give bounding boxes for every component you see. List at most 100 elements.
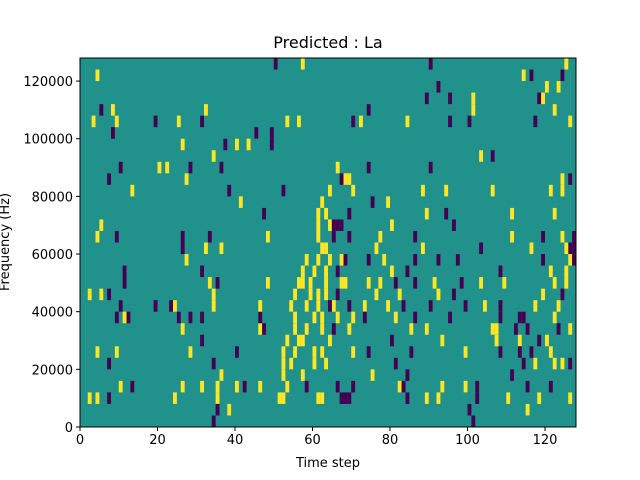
heatmap-cell — [548, 380, 553, 393]
heatmap-cell — [529, 346, 534, 358]
heatmap-cell — [424, 207, 429, 220]
heatmap-cell — [180, 230, 185, 243]
heatmap-cell — [246, 138, 251, 151]
heatmap-cell — [564, 265, 569, 278]
heatmap-cell — [204, 242, 208, 255]
heatmap-cell — [207, 277, 212, 289]
y-tick-label: 80000 — [32, 190, 73, 205]
heatmap-cell — [572, 254, 577, 266]
heatmap-cell — [560, 184, 565, 197]
heatmap-cell — [444, 207, 449, 220]
heatmap-cell — [347, 392, 352, 404]
heatmap-cell — [448, 115, 453, 128]
heatmap-cell — [374, 242, 379, 255]
heatmap-cell — [87, 392, 92, 404]
heatmap-cell — [405, 392, 410, 404]
heatmap-cell — [215, 392, 220, 404]
heatmap-cell — [188, 346, 193, 358]
heatmap-cell — [331, 300, 336, 312]
heatmap-cell — [316, 300, 321, 312]
heatmap-cell — [173, 392, 177, 404]
x-tick-label: 0 — [76, 433, 84, 448]
heatmap-cell — [517, 346, 522, 358]
heatmap-cell — [401, 380, 406, 393]
heatmap-cell — [541, 254, 546, 266]
heatmap-cell — [99, 219, 104, 231]
heatmap-cell — [184, 254, 189, 266]
heatmap-cell — [560, 357, 565, 370]
plot-frame — [79, 57, 577, 428]
heatmap-cell — [335, 161, 340, 174]
heatmap-cell — [405, 369, 410, 381]
heatmap-cell — [339, 173, 344, 185]
heatmap-cell — [95, 346, 100, 358]
heatmap-cell — [281, 357, 286, 370]
heatmap-cell — [343, 173, 348, 185]
heatmap-cell — [343, 392, 348, 404]
heatmap-cell — [568, 254, 573, 266]
heatmap-cell — [413, 230, 418, 243]
heatmap-cell — [455, 254, 460, 266]
heatmap-cell — [494, 334, 499, 347]
heatmap-cell — [320, 242, 325, 255]
heatmap-cell — [297, 334, 301, 347]
heatmap-cell — [424, 323, 429, 335]
heatmap-cell — [328, 184, 332, 197]
heatmap-cell — [366, 104, 371, 116]
heatmap-cell — [471, 104, 476, 116]
heatmap-cell — [328, 300, 332, 312]
heatmap-cell — [200, 380, 205, 393]
heatmap-cell — [335, 380, 340, 393]
heatmap-cell — [285, 115, 290, 128]
y-tick-label: 120000 — [23, 75, 73, 90]
heatmap-cell — [312, 357, 317, 370]
heatmap-cell — [114, 346, 119, 358]
heatmap-cell — [351, 115, 356, 128]
heatmap-cell — [471, 92, 476, 105]
heatmap-cell — [390, 334, 394, 347]
heatmap-cell — [568, 392, 573, 404]
heatmap-cell — [459, 277, 464, 289]
heatmap-cell — [533, 115, 538, 128]
heatmap-cell — [347, 323, 352, 335]
heatmap-cell — [362, 311, 367, 324]
heatmap-cell — [560, 69, 565, 82]
heatmap-cell — [386, 196, 391, 208]
heatmap-cell — [572, 230, 577, 243]
heatmap-cell — [347, 207, 352, 220]
heatmap-cell — [378, 277, 383, 289]
heatmap-cell — [502, 277, 507, 289]
heatmap-cell — [219, 242, 224, 255]
heatmap-cell — [541, 230, 546, 243]
heatmap-cell — [289, 300, 294, 312]
heatmap-cell — [351, 380, 356, 393]
heatmap-cell — [339, 219, 344, 231]
heatmap-cell — [490, 184, 495, 197]
heatmap-cell — [324, 265, 329, 278]
x-axis-title: Time step — [295, 456, 360, 471]
heatmap-cell — [401, 300, 406, 312]
heatmap-cell — [293, 288, 298, 301]
heatmap-cell — [351, 184, 356, 197]
heatmap-cell — [114, 115, 119, 128]
heatmap-cell — [436, 81, 441, 93]
y-axis: 0 20000 40000 60000 80000 100000 120000 — [23, 75, 80, 436]
heatmap-cell — [95, 230, 100, 243]
heatmap-cell — [440, 334, 445, 347]
heatmap-cell — [448, 92, 453, 105]
heatmap-cell — [347, 173, 352, 185]
heatmap-cell — [498, 300, 503, 312]
heatmap-cell — [126, 311, 131, 324]
heatmap-cell — [304, 254, 309, 266]
heatmap-cell — [211, 357, 216, 370]
heatmap-cell — [95, 69, 100, 82]
heatmap-cell — [328, 219, 332, 231]
heatmap-cell — [269, 127, 274, 139]
y-tick-label: 40000 — [32, 306, 73, 321]
heatmap-cell — [99, 104, 104, 116]
heatmap-cell — [498, 346, 503, 358]
heatmap-cell — [107, 173, 112, 185]
heatmap-cell — [370, 369, 375, 381]
heatmap-cell — [300, 334, 305, 347]
heatmap-cell — [324, 242, 329, 255]
